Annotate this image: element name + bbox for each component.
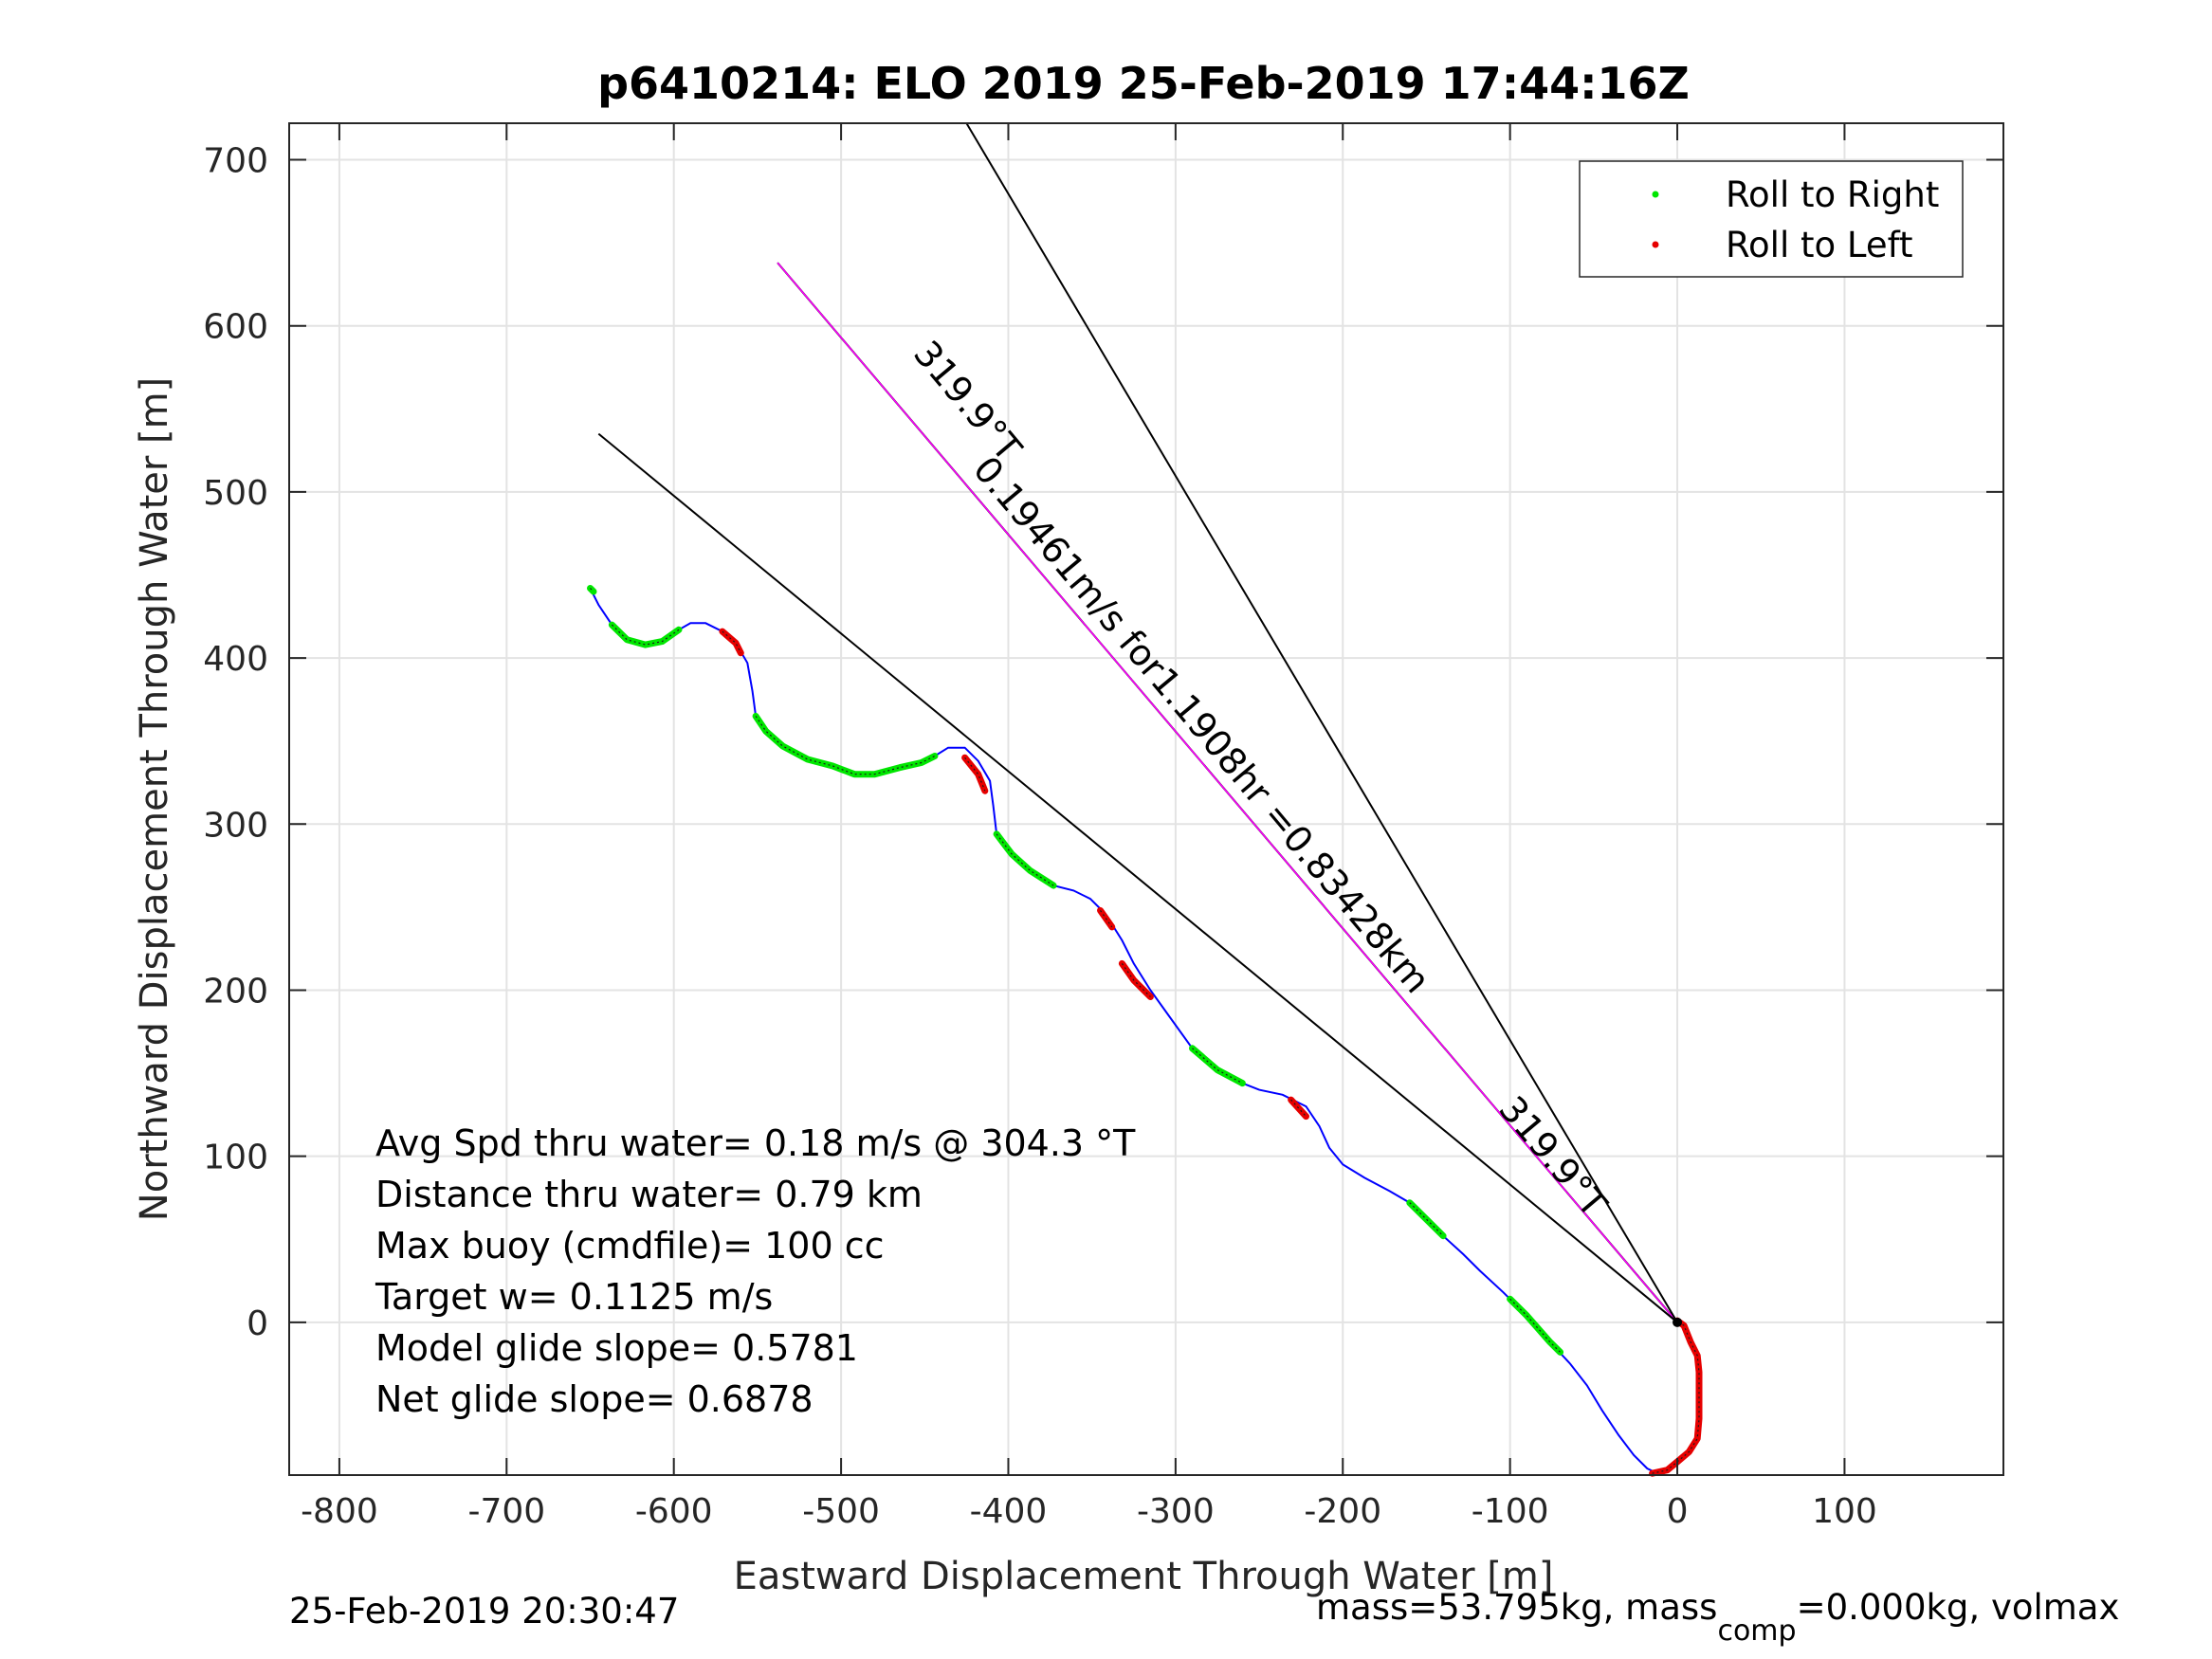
y-tick-label: 400 [203, 640, 268, 679]
roll-right-segment-core [1409, 1202, 1444, 1237]
x-tick-label: -500 [802, 1492, 880, 1531]
x-tick-label: -600 [635, 1492, 713, 1531]
y-tick-label: 0 [247, 1304, 268, 1343]
roll-right-segment-core [755, 716, 936, 775]
y-axis-label: Northward Displacement Through Water [m] [133, 377, 176, 1221]
legend: Roll to Right Roll to Left [1579, 160, 1964, 278]
track-line [589, 588, 1700, 1475]
x-tick-label: -100 [1472, 1492, 1549, 1531]
roll-right-segment [993, 830, 1057, 889]
roll-left-segment-core [964, 757, 986, 792]
roll-right-segment [1507, 1295, 1564, 1356]
y-tick-label: 700 [203, 142, 268, 181]
roll-right-segment-core [590, 588, 594, 592]
chart-title: p6410214: ELO 2019 25-Feb-2019 17:44:16Z [597, 58, 1690, 109]
stat-target-w: Target w= 0.1125 m/s [375, 1276, 773, 1318]
roll-right-segment [608, 621, 683, 648]
plot-frame [288, 122, 2004, 1476]
y-axis-ticks: 0 100 200 300 400 500 600 700 [203, 142, 2003, 1343]
y-tick-label: 200 [203, 972, 268, 1011]
reference-line [777, 262, 1678, 1323]
legend-label-roll-right: Roll to Right [1726, 174, 1939, 215]
y-tick-label: 600 [203, 308, 268, 347]
y-tick-label: 300 [203, 806, 268, 845]
roll-left-segment-core [1290, 1099, 1307, 1118]
x-tick-label: -800 [301, 1492, 378, 1531]
legend-marker-roll-left [1652, 241, 1659, 248]
x-tick-label: -300 [1137, 1492, 1215, 1531]
legend-box [1579, 160, 1964, 278]
y-tick-label: 500 [203, 474, 268, 513]
footer-mass-subscript: comp [1717, 1614, 1796, 1648]
stats-block: Avg Spd thru water= 0.18 m/s @ 304.3 °T … [375, 1122, 1136, 1420]
x-tick-label: 100 [1812, 1492, 1877, 1531]
stat-net-glide: Net glide slope= 0.6878 [375, 1378, 814, 1420]
stat-max-buoy: Max buoy (cmdfile)= 100 cc [375, 1225, 885, 1267]
glider-track [587, 585, 1703, 1477]
origin-marker [1673, 1317, 1683, 1327]
x-axis-ticks: -800 -700 -600 -500 -400 -300 -200 -100 0 100 [301, 123, 1877, 1531]
stat-avg-speed: Avg Spd thru water= 0.18 m/s @ 304.3 °T [375, 1122, 1136, 1164]
roll-left-segment-core [1652, 1320, 1700, 1474]
footer-timestamp: 25-Feb-2019 20:30:47 [289, 1591, 679, 1632]
grid [289, 123, 2003, 1475]
reference-lines [597, 122, 1678, 1323]
x-tick-label: -400 [970, 1492, 1048, 1531]
roll-left-segment-core [1121, 963, 1151, 997]
x-axis-label: Eastward Displacement Through Water [m] [734, 1555, 1554, 1598]
legend-label-roll-left: Roll to Left [1726, 225, 1913, 265]
stat-distance: Distance thru water= 0.79 km [375, 1174, 923, 1215]
footer-mass-part-1: mass=53.795kg, mass [1316, 1587, 1717, 1628]
plot-area [289, 123, 2003, 1475]
footer-mass: mass=53.795kg, masscomp=0.000kg, volmax [1316, 1587, 2119, 1648]
roll-right-segment-core [1192, 1048, 1243, 1085]
legend-marker-roll-right [1652, 191, 1659, 198]
x-tick-label: 0 [1667, 1492, 1689, 1531]
reference-line [597, 432, 1678, 1323]
x-tick-label: -200 [1304, 1492, 1381, 1531]
x-tick-label: -700 [467, 1492, 545, 1531]
stat-model-glide: Model glide slope= 0.5781 [375, 1327, 858, 1369]
reference-line [965, 122, 1678, 1323]
roll-left-segment-core [722, 630, 741, 654]
footer-mass-part-2: =0.000kg, volmax [1797, 1587, 2120, 1628]
roll-left-segment-core [1100, 910, 1113, 928]
y-tick-label: 100 [203, 1139, 268, 1177]
